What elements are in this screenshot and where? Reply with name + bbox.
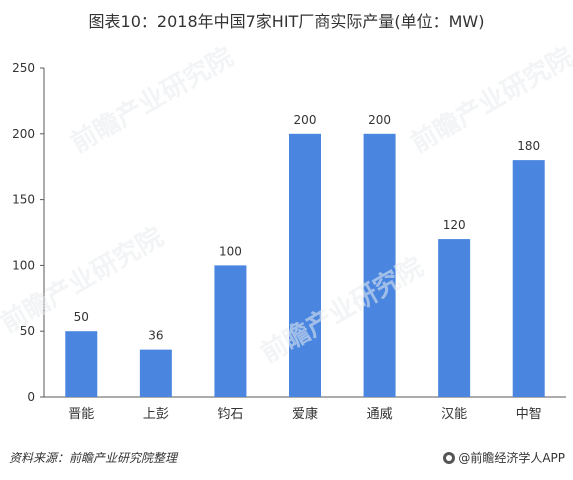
- data-label: 100: [219, 244, 242, 258]
- bar: [214, 265, 247, 397]
- x-tick-label: 中智: [516, 407, 542, 422]
- data-label: 120: [443, 218, 466, 232]
- bar: [289, 133, 321, 398]
- x-tick-label: 通威: [367, 407, 393, 422]
- bar: [512, 160, 545, 397]
- data-label: 180: [517, 139, 540, 153]
- x-tick-label: 汉能: [441, 407, 467, 422]
- y-tick-label: 250: [12, 61, 35, 75]
- y-tick-label: 50: [20, 324, 35, 338]
- data-label: 200: [294, 113, 317, 127]
- y-tick-label: 200: [12, 127, 35, 141]
- bar: [139, 349, 172, 397]
- source-note: 资料来源：前瞻产业研究院整理: [9, 451, 178, 465]
- x-tick-label: 钧石: [217, 407, 243, 422]
- y-tick-label: 100: [12, 258, 35, 272]
- bar: [363, 133, 396, 398]
- bar: [438, 239, 471, 397]
- x-tick-label: 晋能: [68, 407, 94, 422]
- chart-title: 图表10：2018年中国7家HIT厂商实际产量(单位：MW): [88, 12, 485, 31]
- y-tick-label: 150: [12, 193, 35, 207]
- y-tick-label: 0: [27, 390, 35, 404]
- data-label: 36: [148, 329, 163, 343]
- data-label: 50: [74, 310, 89, 324]
- x-tick-label: 上彭: [143, 407, 169, 422]
- brand-logo-icon: [443, 451, 456, 464]
- bar: [65, 331, 98, 397]
- x-tick-label: 爱康: [292, 406, 318, 422]
- brand-label: @前瞻经济学人APP: [458, 451, 565, 465]
- data-label: 200: [368, 113, 391, 127]
- brand-credit: @前瞻经济学人APP: [443, 449, 565, 466]
